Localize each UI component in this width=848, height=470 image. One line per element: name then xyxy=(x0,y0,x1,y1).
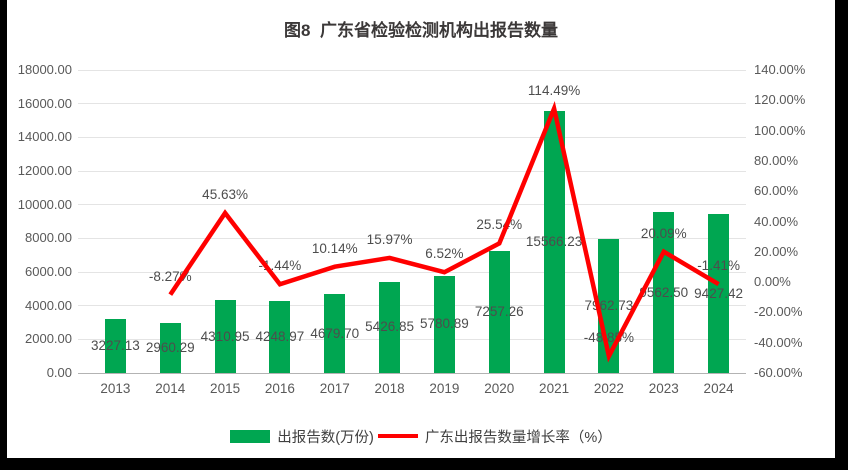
chart-title: 图8 广东省检验检测机构出报告数量 xyxy=(284,21,558,40)
bar-value-label: 5780.89 xyxy=(420,316,469,332)
bar-value-label: 7962.73 xyxy=(584,297,634,313)
bar-value-label: 5426.85 xyxy=(365,319,414,335)
bar-value-label: 4679.70 xyxy=(310,325,360,341)
legend-line-swatch-icon xyxy=(377,433,418,439)
bar-value-label: 9562.50 xyxy=(639,284,689,300)
bar-value-label: 9427.42 xyxy=(694,285,743,301)
x-axis-label: 2024 xyxy=(703,381,734,396)
y-axis-tick-left: 12000.00 xyxy=(17,163,72,178)
bar-value-label: 4248.97 xyxy=(255,329,305,345)
x-axis-label: 2021 xyxy=(539,381,570,396)
y-axis-tick-left: 18000.00 xyxy=(17,62,72,77)
x-axis-line xyxy=(78,372,746,374)
legend-bar-label: 出报告数(万份) xyxy=(277,429,374,446)
gridline xyxy=(78,136,746,138)
x-axis-label: 2016 xyxy=(264,381,295,396)
y-axis-tick-left: 2000.00 xyxy=(25,331,72,347)
x-axis-label: 2013 xyxy=(100,381,131,396)
legend: 出报告数(万份) 广东出报告数量增长率（%） xyxy=(7,424,835,448)
x-axis-label: 2014 xyxy=(155,381,186,396)
y-axis-tick-left: 6000.00 xyxy=(25,264,72,279)
y-axis-tick-right: -20.00% xyxy=(754,304,803,320)
growth-rate-label: -1.44% xyxy=(258,258,302,274)
y-axis-tick-left: 8000.00 xyxy=(25,230,72,246)
growth-rate-label: -1.41% xyxy=(697,258,740,274)
y-axis-tick-right: -40.00% xyxy=(754,334,803,350)
y-axis-tick-left: 16000.00 xyxy=(17,95,72,111)
y-axis-tick-right: 120.00% xyxy=(754,92,806,108)
x-axis-label: 2018 xyxy=(374,381,405,396)
gridline xyxy=(78,204,746,206)
gridline xyxy=(78,103,746,105)
growth-rate-label: 6.52% xyxy=(425,246,464,262)
bar-2013 xyxy=(104,318,126,373)
growth-rate-label: -8.27% xyxy=(148,268,192,284)
gridline xyxy=(78,69,746,71)
gridline xyxy=(78,170,746,172)
bar-value-label: 3227.13 xyxy=(91,337,140,353)
growth-rate-label: 20.09% xyxy=(640,225,687,241)
growth-rate-label: -48.85% xyxy=(583,330,635,346)
y-axis-tick-right: 80.00% xyxy=(754,152,799,168)
y-axis-tick-right: 20.00% xyxy=(754,243,799,259)
y-axis-tick-right: 140.00% xyxy=(754,62,806,77)
x-axis-label: 2015 xyxy=(210,381,241,396)
y-axis-tick-right: 0.00% xyxy=(754,274,791,290)
x-axis-label: 2019 xyxy=(429,381,460,396)
y-axis-tick-right: 40.00% xyxy=(754,213,799,229)
growth-rate-label: 15.97% xyxy=(366,231,413,247)
y-axis-tick-right: -60.00% xyxy=(754,365,803,380)
growth-rate-label: 10.14% xyxy=(311,240,358,256)
bar-value-label: 7257.26 xyxy=(474,303,524,319)
y-axis-tick-left: 10000.00 xyxy=(17,196,72,212)
y-axis-tick-right: 100.00% xyxy=(754,122,806,138)
y-axis-tick-left: 4000.00 xyxy=(25,297,72,313)
bar-value-label: 4310.95 xyxy=(200,328,250,344)
y-axis-tick-right: 60.00% xyxy=(754,183,799,199)
legend-bar-swatch-icon xyxy=(230,429,271,443)
x-axis-label: 2022 xyxy=(593,381,624,396)
x-axis-label: 2023 xyxy=(648,381,679,396)
legend-line-label: 广东出报告数量增长率（%） xyxy=(424,429,612,446)
bar-value-label: 2960.29 xyxy=(145,340,195,356)
growth-rate-label: 25.54% xyxy=(476,217,523,233)
gridline xyxy=(78,305,746,307)
bar-value-label: 15566.23 xyxy=(525,233,583,249)
y-axis-tick-left: 14000.00 xyxy=(17,129,72,145)
growth-rate-label: 45.63% xyxy=(202,186,248,202)
x-axis-label: 2017 xyxy=(319,381,350,396)
y-axis-tick-left: 0.00 xyxy=(46,365,72,380)
x-axis-label: 2020 xyxy=(484,381,515,396)
growth-rate-label: 114.49% xyxy=(527,82,581,98)
